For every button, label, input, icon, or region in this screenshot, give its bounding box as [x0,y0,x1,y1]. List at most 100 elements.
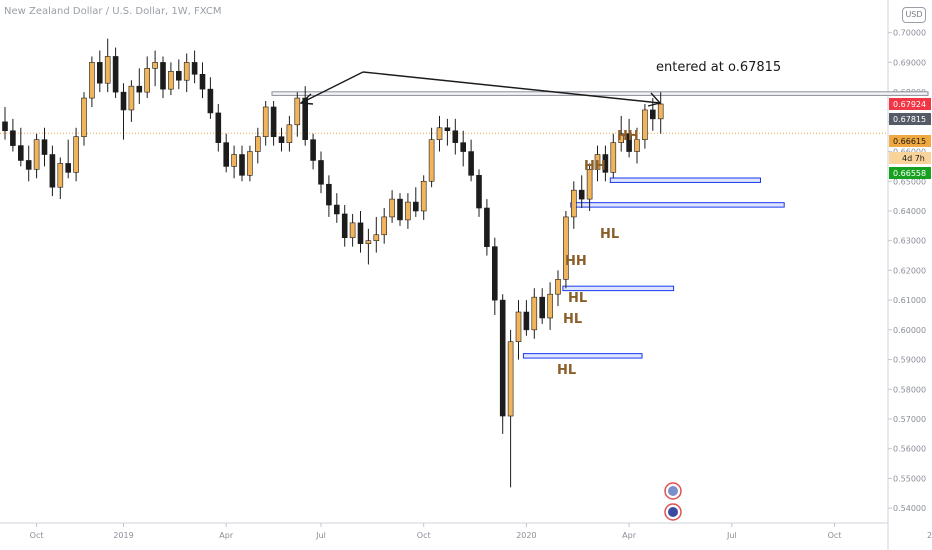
demand-zone[interactable] [570,202,785,208]
candle-body [89,62,95,99]
x-tick-label: Apr [622,531,637,540]
arrow-head-right [647,92,662,107]
price-tag[interactable] [889,167,931,179]
candle-body [436,127,443,140]
candle-body [215,112,222,143]
y-tick-label: 0.60000 [893,326,926,335]
candle-body [231,154,237,167]
y-tick-label: 0.61000 [893,296,926,305]
candle-body [10,130,16,146]
candle-body [136,85,143,93]
candle-body [428,139,435,182]
x-tick-label: Oct [828,531,842,540]
candle-body [420,180,427,212]
y-tick-label: 0.69000 [893,58,926,67]
candle-body [49,154,56,188]
arrow-head-left [299,93,314,105]
candle-body [144,68,150,93]
y-tick-label: 0.56000 [893,445,926,454]
candle-body [452,130,459,143]
candle-body [555,279,561,295]
candle-body [349,222,356,239]
x-tick-label: Oct [30,531,44,540]
x-tick-label: 2021 [927,531,932,540]
price-tag[interactable] [889,98,931,110]
candle-body [41,139,48,155]
flag-fill-icon [668,507,678,517]
trend-arrow-left[interactable] [300,71,364,104]
candle-body [104,56,111,84]
candle-body [570,189,577,218]
candle-body [499,299,506,417]
structure-label: HH [565,254,587,269]
x-tick-label: Oct [417,531,431,540]
candle-body [523,311,530,331]
countdown-label: 4d 7h [902,154,925,163]
candle-body [444,127,451,132]
structure-label: HL [563,312,582,327]
candle-body [610,142,617,173]
candle-body [460,142,467,152]
candle-body [152,62,158,69]
candle-body [357,222,364,244]
candle-body [657,103,664,120]
candle-body [412,201,419,212]
candle-body [57,163,64,188]
candle-body [255,136,261,152]
flag-fill-icon [668,486,678,496]
candle-body [491,246,498,301]
candle-body [634,139,640,152]
x-tick-label: Jul [315,531,326,540]
candle-body [81,97,87,137]
candle-body [381,216,388,236]
y-tick-label: 0.55000 [893,474,926,483]
x-tick-label: 2020 [516,531,536,540]
candle-body [507,341,514,417]
candle-body [586,169,593,200]
demand-zone[interactable] [609,177,761,183]
candle-body [618,133,625,143]
demand-zone[interactable] [522,353,643,359]
candle-body [25,160,32,170]
entry-note: entered at o.67815 [656,60,781,75]
candle-body [2,121,8,132]
candle-body [286,124,293,143]
price-tag-label: 0.67815 [893,115,926,124]
y-tick-label: 0.63000 [893,237,926,246]
candle-body [128,85,135,111]
candle-body [468,151,474,176]
candle-body [539,296,546,319]
candle-body [649,109,656,120]
price-tag[interactable] [889,113,931,125]
demand-zone[interactable] [562,285,675,292]
y-tick-label: 0.62000 [893,266,926,275]
trend-arrow-right[interactable] [362,71,661,104]
candle-body [278,136,285,143]
candle-body [247,151,253,176]
candle-body [626,133,632,152]
candle-body [191,62,198,75]
candle-body [262,106,269,137]
candle-body [310,139,316,161]
symbol-title: New Zealand Dollar / U.S. Dollar, 1W, FX… [4,6,222,17]
resistance-zone[interactable] [271,91,929,96]
candle-body [531,296,538,331]
candle-body [17,145,24,161]
candle-body [176,71,182,81]
price-tag-label: 0.67924 [893,100,926,109]
candle-body [373,234,380,241]
price-tag[interactable] [889,135,931,147]
candle-body [223,142,229,167]
candle-body [294,97,301,126]
candle-body [318,160,324,185]
y-tick-label: 0.65000 [893,177,926,186]
y-tick-label: 0.58000 [893,385,926,394]
candle-body [602,154,609,173]
candle-body [199,73,206,90]
candle-body [333,204,340,215]
structure-label: HL [600,227,619,242]
currency-badge[interactable]: USD [902,7,926,23]
price-tag-label: 0.66558 [893,169,926,178]
candle-body [341,213,348,239]
